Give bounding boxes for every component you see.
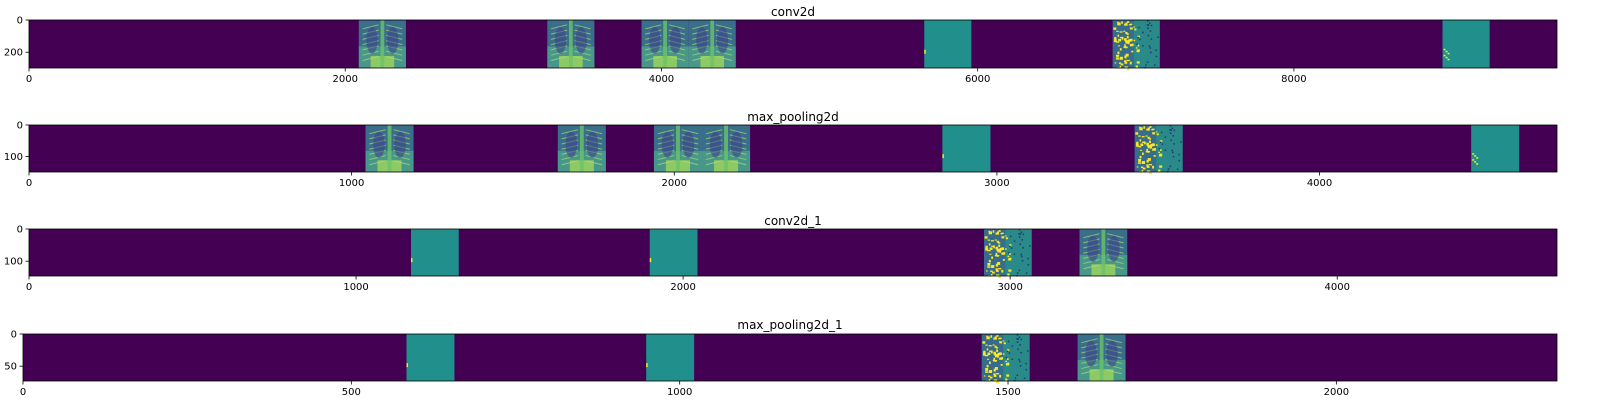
feature-map-tile-30 — [1471, 125, 1520, 172]
axes-frame — [28, 124, 1558, 173]
x-tick-label: 2000 — [670, 282, 695, 293]
x-tick-label: 1000 — [343, 282, 368, 293]
x-tick-label: 3000 — [997, 282, 1022, 293]
x-tick-label: 6000 — [965, 74, 990, 85]
feature-map-tile-19 — [942, 125, 991, 172]
feature-map-tile-30 — [1442, 20, 1490, 68]
x-tick-label: 0 — [26, 178, 32, 189]
y-tick-label: 50 — [4, 362, 17, 373]
axes-frame — [28, 228, 1558, 277]
x-tick-label: 500 — [342, 387, 361, 398]
x-tick-label: 2000 — [662, 178, 687, 189]
y-tick-label: 200 — [4, 48, 23, 59]
subplot-title: conv2d_1 — [764, 214, 822, 228]
feature-map-tile-11 — [557, 125, 606, 172]
axes-frame — [28, 19, 1558, 69]
heatmap-background — [29, 20, 1557, 68]
x-tick-label: 8000 — [1281, 74, 1306, 85]
feature-map-tile-8 — [406, 334, 455, 381]
feature-map-tile-8 — [411, 229, 459, 276]
x-tick-label: 1000 — [339, 178, 364, 189]
feature-map-tile-19 — [924, 20, 972, 68]
y-tick-label: 0 — [17, 225, 23, 236]
x-tick-label: 2000 — [332, 74, 357, 85]
x-tick-label: 0 — [26, 282, 32, 293]
x-tick-label: 4000 — [649, 74, 674, 85]
feature-map-tile-14 — [702, 125, 751, 172]
feature-map-tile-7 — [358, 20, 406, 68]
y-tick-label: 100 — [4, 257, 23, 268]
subplot-max-pooling2d-1: max_pooling2d_1 0 500 1000 1500 2000 0 50 — [4, 318, 1558, 398]
x-tick-label: 0 — [20, 387, 26, 398]
feature-map-tile-14 — [688, 20, 736, 68]
subplot-max-pooling2d: max_pooling2d 0 1000 2000 3000 4000 0 100 — [4, 110, 1558, 189]
feature-map-tile-20 — [984, 229, 1032, 279]
axes-frame — [22, 333, 1558, 382]
feature-map-tile-22 — [1079, 229, 1128, 276]
feature-map-tile-13 — [641, 20, 689, 68]
subplot-conv2d: conv2d 0 2000 4000 6000 8000 0 200 — [4, 5, 1558, 85]
feature-map-tile-13 — [646, 334, 695, 381]
subplot-title: conv2d — [771, 5, 815, 19]
feature-map-tile-23 — [1134, 125, 1183, 175]
x-tick-label: 4000 — [1307, 178, 1332, 189]
heatmap-background — [23, 334, 1557, 381]
y-tick-label: 0 — [11, 330, 17, 341]
x-tick-label: 1000 — [667, 387, 692, 398]
feature-map-tile-22 — [1077, 334, 1126, 381]
heatmap-background — [29, 229, 1557, 276]
x-tick-label: 4000 — [1324, 282, 1349, 293]
subplot-title: max_pooling2d — [747, 110, 839, 124]
feature-map-tile-7 — [365, 125, 414, 172]
x-tick-label: 1500 — [995, 387, 1020, 398]
x-tick-label: 2000 — [1324, 387, 1349, 398]
x-tick-label: 3000 — [984, 178, 1009, 189]
y-tick-label: 100 — [4, 152, 23, 163]
y-tick-label: 0 — [17, 121, 23, 132]
subplot-conv2d-1: conv2d_1 0 1000 2000 3000 4000 0 100 — [4, 214, 1558, 293]
x-tick-label: 0 — [26, 74, 32, 85]
feature-map-tile-13 — [649, 229, 698, 276]
feature-map-tile-23 — [1112, 20, 1160, 71]
heatmap-background — [29, 125, 1557, 172]
feature-map-tile-13 — [653, 125, 703, 172]
feature-map-tile-20 — [981, 334, 1030, 384]
feature-map-tile-11 — [547, 20, 595, 68]
y-tick-label: 0 — [17, 16, 23, 27]
subplot-title: max_pooling2d_1 — [737, 318, 842, 332]
